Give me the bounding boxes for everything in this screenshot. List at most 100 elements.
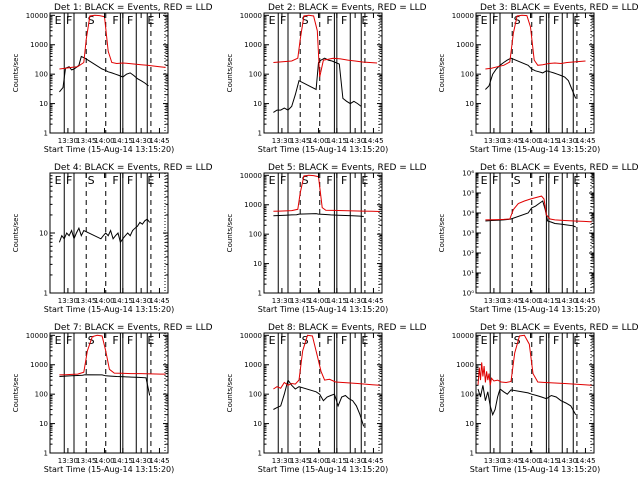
saa-flag: S bbox=[88, 174, 95, 187]
saa-flag: F bbox=[66, 174, 72, 187]
saa-flag: F bbox=[280, 14, 286, 27]
x-tick-label: 14:45 bbox=[149, 137, 169, 145]
y-tick-label: 1 bbox=[44, 130, 48, 138]
saa-flag: F bbox=[538, 334, 544, 347]
saa-flag: F bbox=[553, 14, 559, 27]
saa-flag: F bbox=[127, 14, 133, 27]
plot-frame bbox=[475, 332, 595, 454]
panel-title: Det 7: BLACK = Events, RED = LLD bbox=[54, 323, 213, 333]
series-lld-line bbox=[485, 195, 592, 223]
plot-frame bbox=[49, 12, 169, 134]
y-tick-label: 10000 bbox=[26, 12, 48, 20]
saa-flag: F bbox=[538, 174, 544, 187]
series-lld-line bbox=[485, 14, 586, 70]
y-tick-label: 10 bbox=[253, 420, 262, 428]
plot-frame bbox=[263, 172, 383, 294]
saa-flag: E bbox=[481, 174, 488, 187]
y-axis-label: Counts/sec bbox=[438, 214, 446, 253]
panel-title: Det 8: BLACK = Events, RED = LLD bbox=[268, 323, 427, 333]
series-lld-line bbox=[59, 14, 166, 70]
y-tick-label: 100 bbox=[35, 71, 48, 79]
saa-flag: F bbox=[326, 174, 332, 187]
series-events-line bbox=[59, 55, 149, 93]
saa-flag: E bbox=[269, 334, 276, 347]
y-tick-label: 1000 bbox=[244, 41, 262, 49]
y-tick-label: 1000 bbox=[30, 361, 48, 369]
saa-flag: E bbox=[269, 14, 276, 27]
x-tick-label: 14:00 bbox=[308, 137, 328, 145]
panel-title: Det 1: BLACK = Events, RED = LLD bbox=[54, 3, 213, 13]
y-tick-label: 10000 bbox=[26, 332, 48, 340]
y-tick-label: 10 bbox=[39, 420, 48, 428]
y-tick-label: 100 bbox=[249, 231, 262, 239]
x-tick-label: 13:30 bbox=[58, 457, 78, 465]
series-events-line bbox=[477, 385, 577, 417]
saa-flag: S bbox=[88, 14, 95, 27]
y-tick-label: 10³ bbox=[462, 230, 474, 238]
y-tick-label: 10⁶ bbox=[462, 170, 474, 178]
saa-flag: F bbox=[127, 334, 133, 347]
x-tick-label: 13:45 bbox=[502, 137, 522, 145]
x-tick-label: 13:30 bbox=[484, 457, 504, 465]
saa-flag: S bbox=[514, 334, 521, 347]
saa-flag: F bbox=[280, 334, 286, 347]
y-axis-label: Counts/sec bbox=[12, 54, 20, 93]
x-axis-label: Start Time (15-Aug-14 13:15:20) bbox=[470, 465, 601, 474]
y-tick-label: 10 bbox=[253, 260, 262, 268]
y-tick-label: 100 bbox=[249, 71, 262, 79]
series-events-line bbox=[485, 57, 577, 99]
x-tick-label: 14:15 bbox=[539, 297, 559, 305]
x-tick-label: 14:45 bbox=[363, 297, 383, 305]
x-tick-label: 14:30 bbox=[345, 137, 365, 145]
y-tick-label: 1 bbox=[470, 130, 474, 138]
x-axis-label: Start Time (15-Aug-14 13:15:20) bbox=[258, 305, 389, 314]
panel-title: Det 5: BLACK = Events, RED = LLD bbox=[268, 163, 427, 173]
x-tick-label: 14:00 bbox=[520, 457, 540, 465]
plot-frame bbox=[49, 332, 169, 454]
series-events-line bbox=[59, 374, 151, 396]
saa-flag: F bbox=[553, 334, 559, 347]
x-tick-label: 13:45 bbox=[290, 297, 310, 305]
x-axis-label: Start Time (15-Aug-14 13:15:20) bbox=[470, 145, 601, 154]
x-tick-label: 14:00 bbox=[520, 137, 540, 145]
x-tick-label: 13:30 bbox=[484, 137, 504, 145]
saa-flag: F bbox=[492, 174, 498, 187]
y-tick-label: 100 bbox=[35, 391, 48, 399]
y-tick-label: 10¹ bbox=[462, 270, 474, 278]
y-tick-label: 1 bbox=[44, 450, 48, 458]
y-tick-label: 10⁰ bbox=[462, 290, 474, 298]
y-tick-label: 10000 bbox=[240, 172, 262, 180]
saa-flag: E bbox=[481, 14, 488, 27]
saa-flag: F bbox=[492, 14, 498, 27]
x-tick-label: 14:45 bbox=[575, 457, 595, 465]
plot-frame bbox=[475, 172, 595, 294]
y-tick-label: 1000 bbox=[244, 361, 262, 369]
x-axis-label: Start Time (15-Aug-14 13:15:20) bbox=[44, 305, 175, 314]
saa-flag: F bbox=[127, 174, 133, 187]
x-tick-label: 14:15 bbox=[327, 457, 347, 465]
y-tick-label: 100 bbox=[249, 391, 262, 399]
saa-flag: S bbox=[302, 334, 309, 347]
x-tick-label: 14:30 bbox=[557, 297, 577, 305]
x-axis-label: Start Time (15-Aug-14 13:15:20) bbox=[470, 305, 601, 314]
x-tick-label: 13:45 bbox=[290, 457, 310, 465]
x-axis-label: Start Time (15-Aug-14 13:15:20) bbox=[44, 465, 175, 474]
saa-flag: F bbox=[112, 14, 118, 27]
panel-title: Det 9: BLACK = Events, RED = LLD bbox=[480, 323, 639, 333]
x-tick-label: 13:30 bbox=[272, 297, 292, 305]
saa-flag: F bbox=[280, 174, 286, 187]
saa-flag: F bbox=[112, 334, 118, 347]
series-lld-line bbox=[273, 174, 380, 212]
saa-flag: F bbox=[341, 14, 347, 27]
saa-flag: F bbox=[112, 174, 118, 187]
x-tick-label: 13:45 bbox=[502, 297, 522, 305]
x-tick-label: 14:45 bbox=[363, 137, 383, 145]
x-tick-label: 14:45 bbox=[363, 457, 383, 465]
saa-flag: F bbox=[341, 334, 347, 347]
saa-flag: F bbox=[66, 334, 72, 347]
x-tick-label: 14:30 bbox=[557, 137, 577, 145]
x-tick-label: 14:15 bbox=[327, 297, 347, 305]
saa-flag: E bbox=[147, 174, 154, 187]
